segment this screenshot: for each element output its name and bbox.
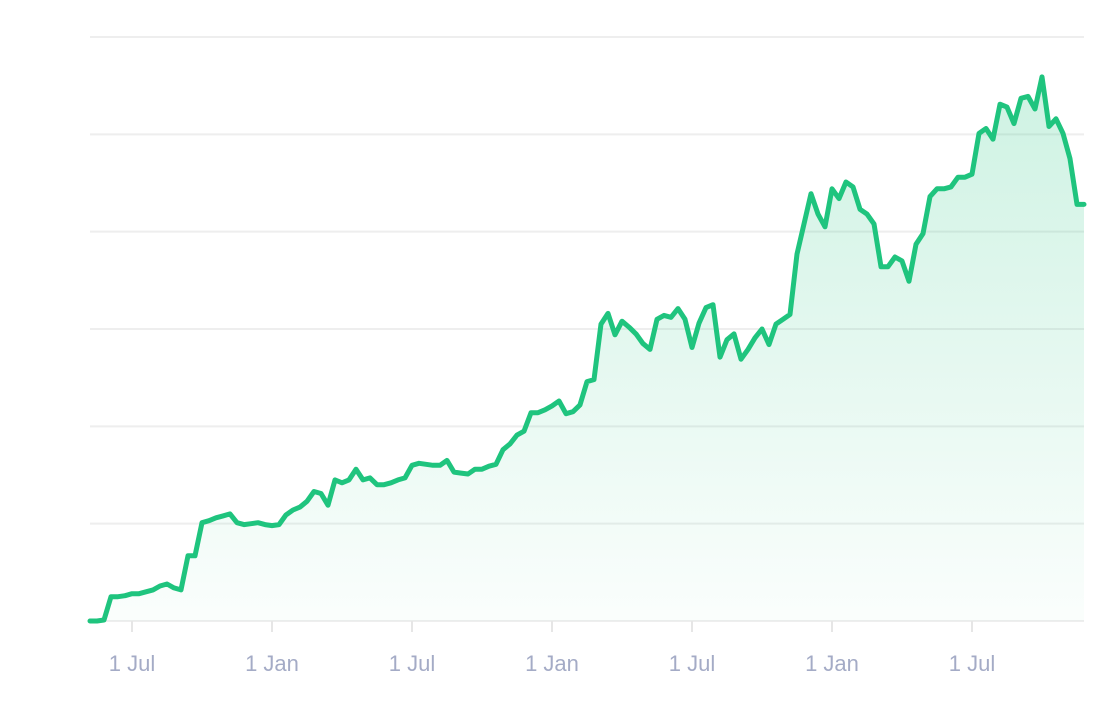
x-tick-label: 1 Jul	[949, 651, 995, 676]
x-tick-label: 1 Jan	[805, 651, 859, 676]
x-tick-label: 1 Jan	[525, 651, 579, 676]
x-tick-label: 1 Jul	[669, 651, 715, 676]
line	[87, 74, 1087, 624]
x-tick-label: 1 Jan	[245, 651, 299, 676]
x-tick-label: 1 Jul	[389, 651, 435, 676]
area	[90, 76, 1084, 621]
x-tick-label: 1 Jul	[109, 651, 155, 676]
